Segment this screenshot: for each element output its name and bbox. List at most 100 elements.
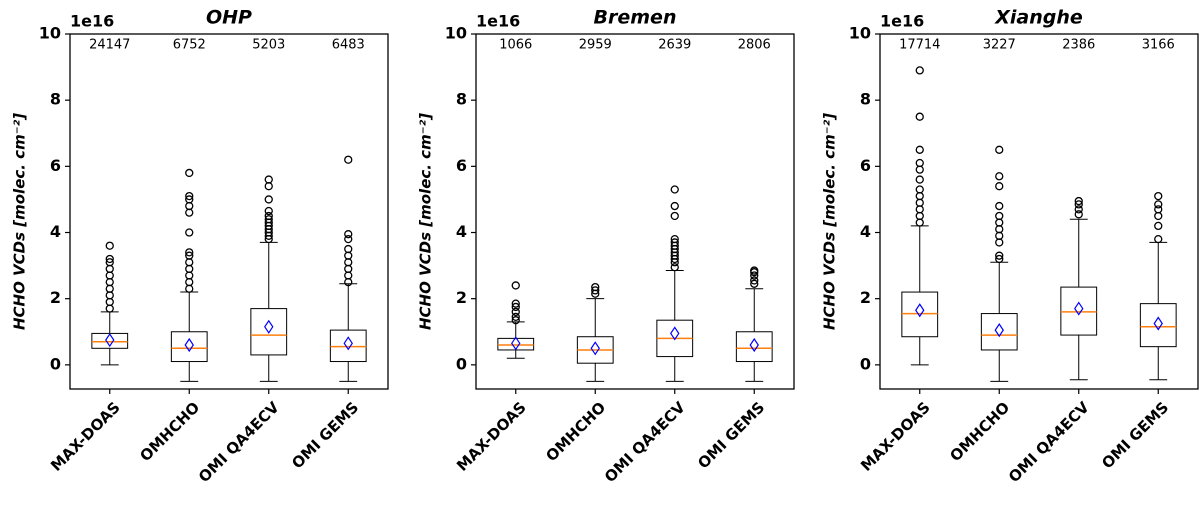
box	[170, 331, 208, 363]
flier	[185, 248, 194, 257]
box	[497, 337, 535, 351]
y-tick-label: 8	[50, 90, 61, 109]
flier	[995, 251, 1004, 260]
x-tick-label: OMHCHO	[946, 398, 1013, 465]
flier	[105, 304, 114, 313]
count-label: 3166	[1142, 38, 1175, 53]
y-tick-label: 0	[456, 354, 467, 373]
flier	[105, 258, 114, 267]
y-tick-label: 10	[849, 24, 871, 43]
box	[250, 308, 288, 356]
flier	[995, 201, 1004, 211]
y-tick-label: 6	[50, 156, 61, 175]
y-tick-label: 4	[50, 222, 61, 241]
mean-marker	[1153, 316, 1163, 331]
flier	[185, 258, 194, 267]
count-label: 1066	[499, 38, 532, 53]
flier	[670, 211, 679, 221]
y-tick-label: 2	[50, 288, 61, 307]
flier	[344, 271, 353, 280]
flier	[185, 228, 194, 237]
x-tick-label: MAX-DOAS	[857, 398, 934, 475]
flier	[995, 172, 1004, 181]
flier	[1154, 211, 1163, 221]
mean-marker	[749, 337, 759, 353]
flier	[185, 251, 194, 260]
box	[1139, 303, 1177, 348]
flier	[185, 284, 194, 293]
flier	[591, 282, 600, 292]
flier	[105, 284, 114, 293]
mean-marker	[915, 303, 925, 318]
flier	[915, 198, 924, 207]
x-tick-label: OMI GEMS	[288, 398, 362, 472]
flier	[1154, 234, 1163, 244]
flier	[185, 191, 194, 201]
y-axis-label: HCHO VCDs [molec. cm⁻²]	[821, 113, 839, 330]
count-label: 6752	[173, 38, 206, 53]
box	[735, 331, 773, 363]
mean-marker	[1074, 301, 1084, 316]
flier	[915, 185, 924, 194]
flier	[344, 230, 353, 239]
flier	[995, 211, 1004, 221]
flier	[995, 254, 1004, 264]
flier	[1074, 205, 1083, 214]
flier	[264, 206, 273, 216]
flier	[105, 297, 114, 307]
flier	[105, 291, 114, 300]
y-tick-label: 2	[456, 288, 467, 307]
offset-label: 1e16	[880, 12, 924, 31]
chart-title: OHP	[206, 7, 252, 29]
flier	[344, 264, 353, 274]
flier	[1074, 210, 1083, 219]
count-label: 2386	[1062, 38, 1095, 53]
flier	[264, 215, 273, 224]
flier	[264, 182, 273, 191]
plot-frame	[879, 33, 1199, 390]
flier	[995, 182, 1004, 191]
flier	[995, 231, 1004, 240]
flier	[1154, 205, 1163, 214]
flier	[105, 254, 114, 264]
x-tick-label: MAX-DOAS	[47, 398, 124, 475]
flier	[185, 208, 194, 217]
mean-marker	[994, 323, 1004, 338]
x-tick-label: MAX-DOAS	[453, 398, 530, 475]
x-tick-label: OMI GEMS	[1098, 398, 1172, 472]
count-label: 3227	[983, 38, 1016, 53]
mean-marker	[184, 337, 194, 353]
flier	[511, 302, 520, 312]
y-tick-label: 4	[456, 222, 467, 241]
y-tick-label: 4	[860, 222, 871, 241]
y-axis-label: HCHO VCDs [molec. cm⁻²]	[417, 113, 435, 330]
flier	[344, 244, 353, 254]
y-tick-label: 0	[860, 354, 871, 373]
mean-marker	[105, 332, 115, 348]
y-tick-label: 6	[456, 156, 467, 175]
flier	[344, 251, 353, 260]
x-tick-label: OMI QA4ECV	[1005, 398, 1093, 486]
count-label: 5203	[252, 38, 285, 53]
flier	[995, 225, 1004, 234]
flier	[185, 264, 194, 274]
y-axis-label: HCHO VCDs [molec. cm⁻²]	[11, 113, 29, 330]
flier	[185, 201, 194, 211]
flier	[264, 175, 273, 184]
mean-marker	[343, 336, 353, 351]
flier	[185, 271, 194, 280]
y-tick-label: 8	[456, 90, 467, 109]
count-label: 2959	[579, 38, 612, 53]
x-tick-label: OMI QA4ECV	[601, 398, 689, 486]
flier	[915, 205, 924, 214]
y-tick-label: 10	[39, 24, 61, 43]
mean-marker	[590, 341, 600, 356]
flier	[915, 158, 924, 168]
flier	[344, 234, 353, 244]
flier	[670, 234, 679, 244]
flier	[511, 281, 520, 290]
count-label: 2806	[738, 38, 771, 53]
flier	[1154, 191, 1163, 201]
count-label: 24147	[89, 38, 130, 53]
